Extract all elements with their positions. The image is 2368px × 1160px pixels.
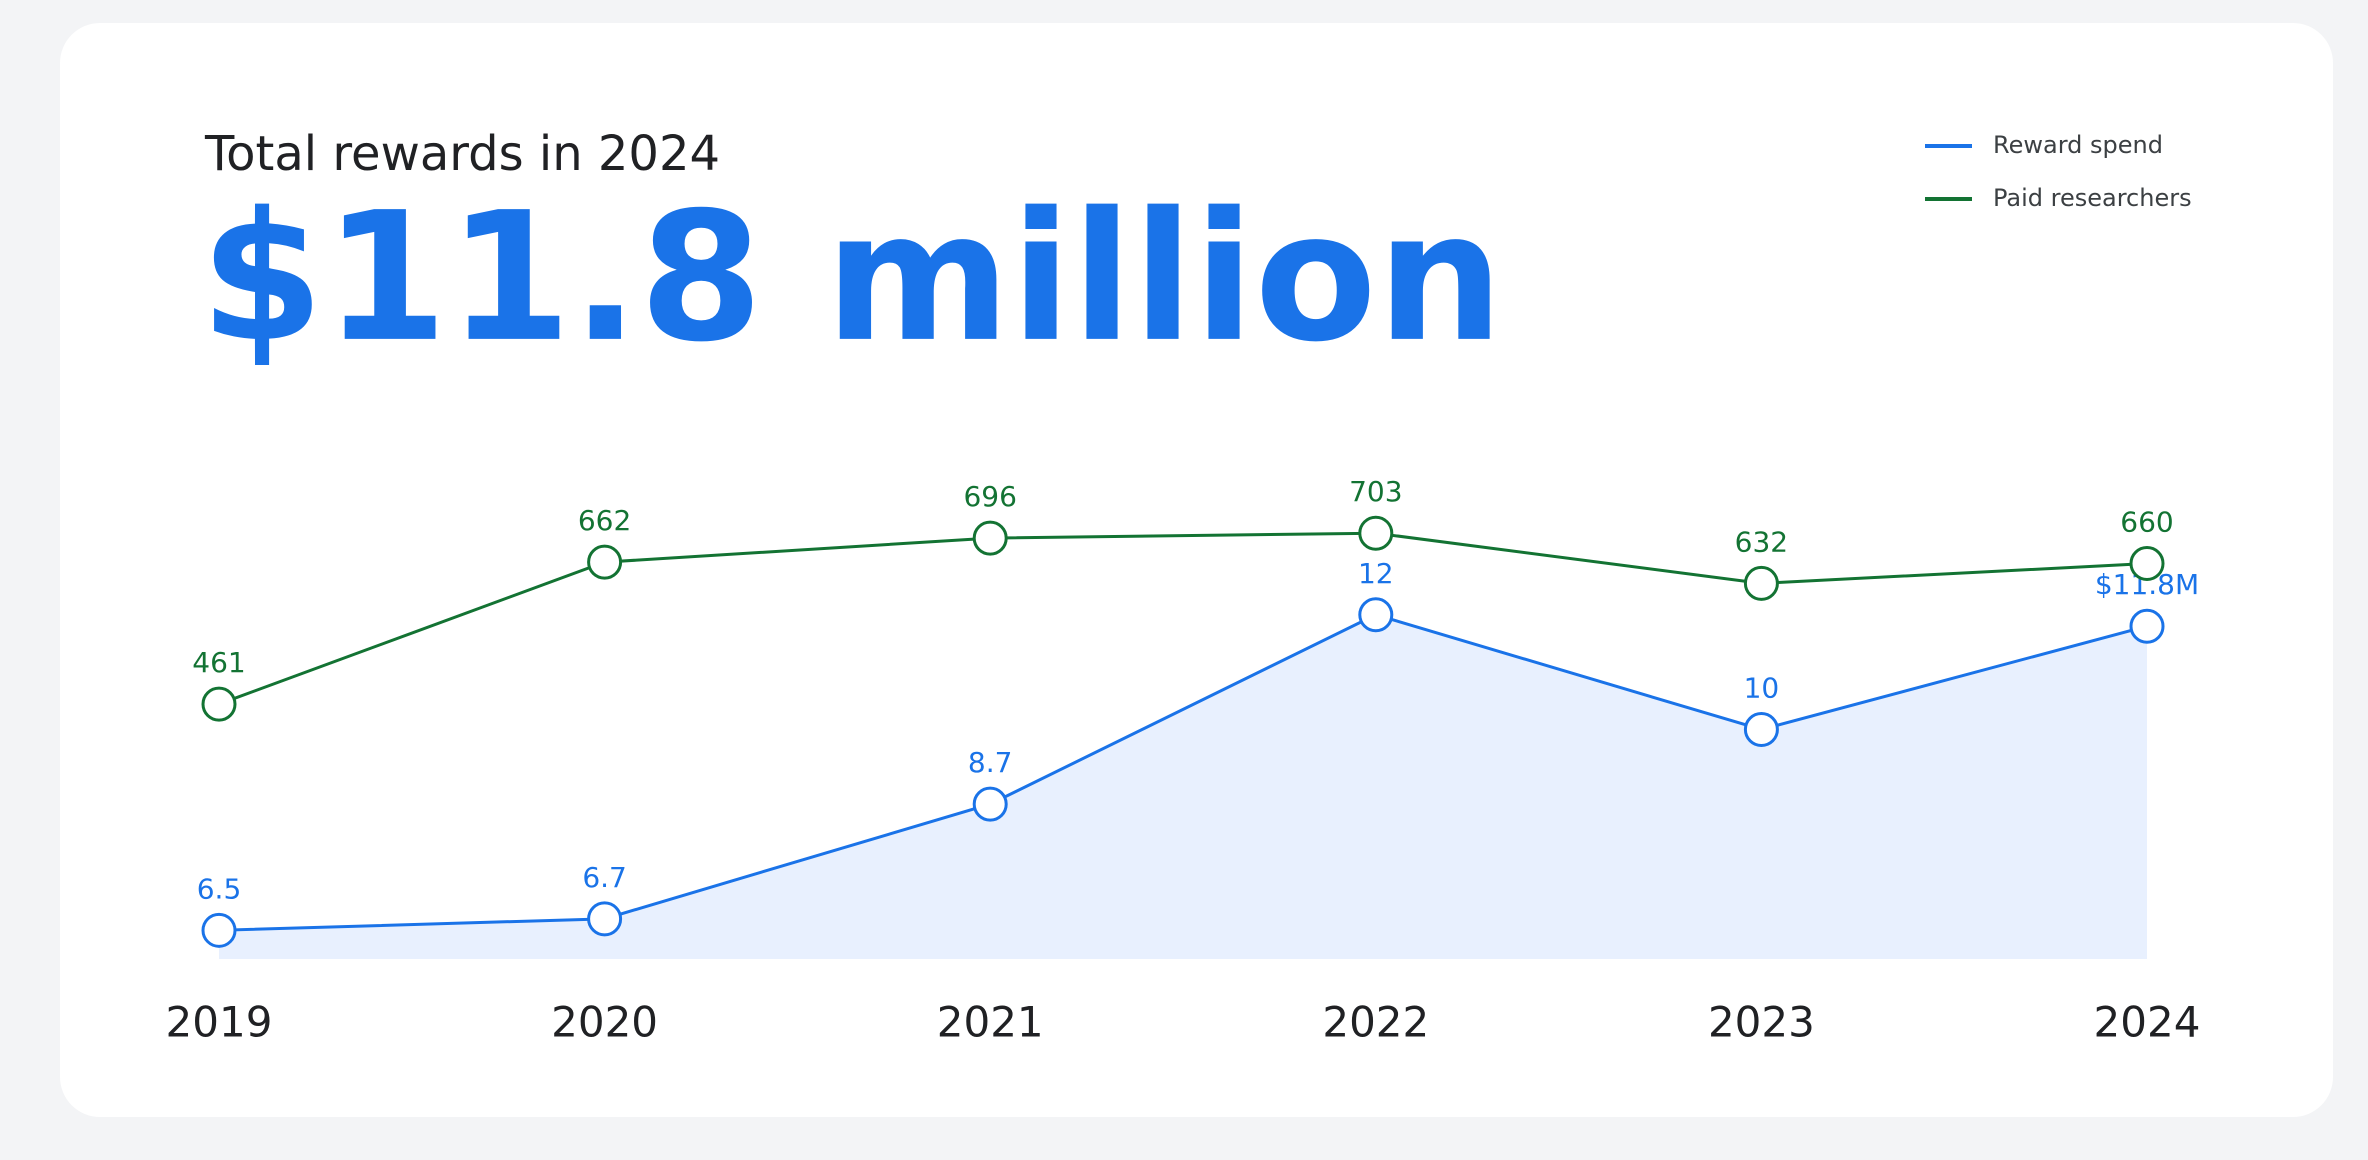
point: [1743, 712, 1779, 747]
legend-label: Paid researchers: [1993, 184, 2192, 212]
x-tick-label: 2023: [1708, 998, 1815, 1047]
point: [972, 786, 1008, 822]
headline: $11.8 million: [200, 174, 1504, 381]
x-tick-label: 2024: [2094, 998, 2201, 1047]
line: [218, 613, 2148, 932]
data-label: 461: [192, 646, 245, 679]
point: [1358, 597, 1394, 633]
legend-label: Reward spend: [1993, 131, 2163, 159]
data-label: 6.5: [197, 872, 242, 905]
point: [587, 901, 623, 937]
point: [201, 686, 237, 722]
data-label: 703: [1349, 475, 1402, 508]
point: [972, 520, 1008, 556]
x-tick-label: 2019: [166, 998, 273, 1047]
data-label: 6.7: [582, 861, 627, 894]
point: [2129, 546, 2165, 582]
line: [218, 531, 2148, 706]
data-label: 8.7: [968, 746, 1013, 779]
data-label: 12: [1358, 557, 1394, 590]
point: [201, 912, 237, 948]
x-tick-label: 2022: [1322, 998, 1429, 1047]
data-label: 662: [578, 504, 631, 537]
point: [587, 544, 623, 580]
point: [1358, 515, 1394, 551]
data-label: 632: [1735, 525, 1788, 558]
x-tick-label: 2021: [937, 998, 1044, 1047]
data-label: 660: [2120, 506, 2173, 539]
chart-title: Total rewards in 2024: [204, 126, 720, 182]
point: [1743, 565, 1779, 601]
point: [2129, 608, 2165, 644]
data-label: 696: [963, 480, 1016, 513]
x-tick-label: 2020: [551, 998, 658, 1047]
data-label: 10: [1744, 672, 1780, 705]
